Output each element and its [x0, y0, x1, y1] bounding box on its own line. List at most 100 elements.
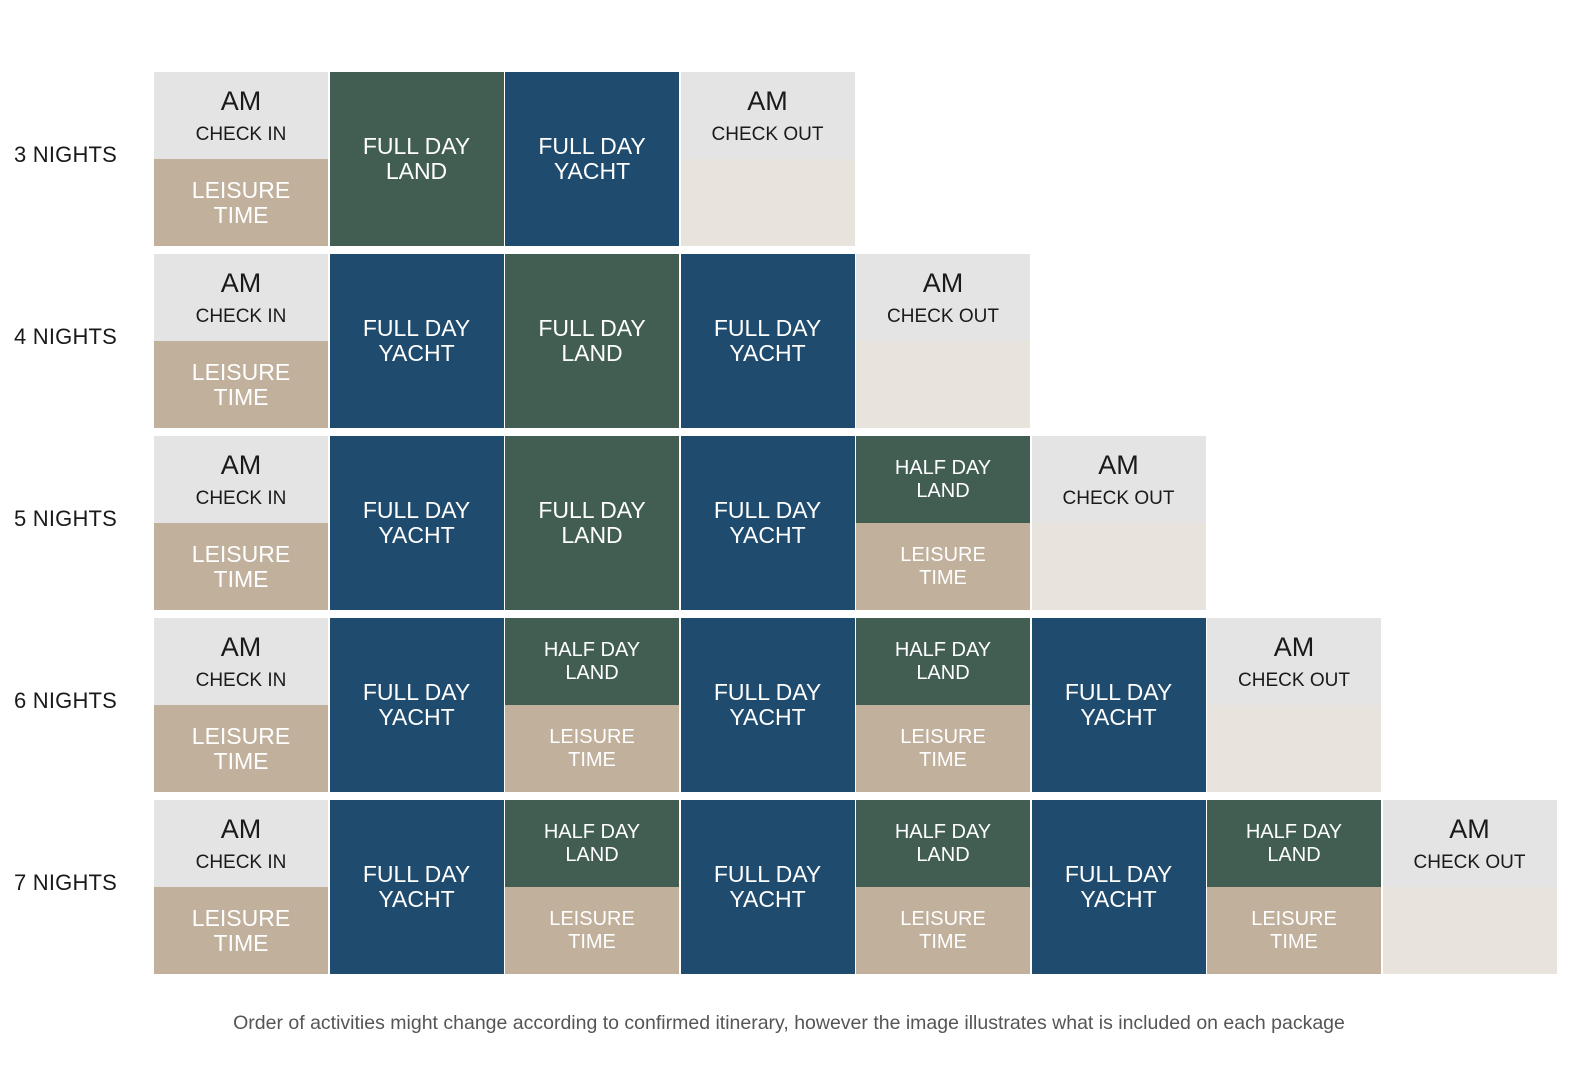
leisure-time-label: TIME: [919, 566, 967, 589]
full-day-yacht-label: FULL DAY: [1064, 679, 1173, 705]
check-out-label: CHECK OUT: [1062, 487, 1175, 509]
leisure-time-label: TIME: [1270, 930, 1318, 953]
caption: Order of activities might change accordi…: [233, 1012, 1345, 1034]
leisure-time-block: LEISURE TIME: [154, 705, 328, 792]
leisure-time-block: LEISURE TIME: [154, 523, 328, 610]
leisure-time-label: TIME: [213, 383, 269, 410]
check-out-block: AM CHECK OUT: [1382, 800, 1557, 887]
package-label: 4 NIGHTS: [14, 324, 118, 349]
leisure-time-block: LEISURE TIME: [856, 887, 1030, 974]
leisure-time-label: LEISURE: [191, 176, 291, 203]
full-day-yacht-label: YACHT: [553, 158, 631, 184]
am-label: AM: [220, 631, 262, 662]
full-day-land-block: FULL DAY LAND: [505, 436, 679, 610]
half-day-land-label: LAND: [565, 843, 619, 866]
full-day-land-label: FULL DAY: [538, 497, 646, 523]
leisure-time-block: LEISURE TIME: [154, 887, 328, 974]
full-day-yacht-label: YACHT: [729, 704, 806, 730]
full-day-land-block: FULL DAY LAND: [505, 254, 679, 428]
empty-block: [1207, 705, 1381, 792]
empty-block: [856, 341, 1030, 428]
full-day-yacht-label: FULL DAY: [713, 679, 822, 705]
empty-block: [680, 159, 855, 246]
full-day-yacht-label: YACHT: [378, 340, 455, 366]
full-day-yacht-block: FULL DAY YACHT: [505, 72, 679, 246]
am-label: AM: [922, 267, 964, 298]
day-full-yacht: FULL DAY YACHT: [680, 618, 855, 792]
half-day-land-label: HALF DAY: [894, 456, 992, 479]
full-day-yacht-label: YACHT: [729, 522, 806, 548]
half-day-land-label: LAND: [916, 843, 970, 866]
full-day-yacht-block: FULL DAY YACHT: [680, 800, 855, 974]
day-full-land: FULL DAY LAND: [505, 254, 679, 428]
full-day-yacht-label: FULL DAY: [1064, 861, 1173, 887]
check-out-label: CHECK OUT: [711, 123, 824, 145]
leisure-time-label: LEISURE: [549, 725, 635, 748]
check-in-label: CHECK IN: [195, 123, 287, 145]
half-day-land-block: HALF DAY LAND: [856, 800, 1030, 887]
package-label: 6 NIGHTS: [14, 688, 118, 713]
full-day-yacht-label: YACHT: [1080, 886, 1157, 912]
am-label: AM: [220, 449, 262, 480]
full-day-yacht-label: FULL DAY: [538, 133, 646, 159]
check-in-label: CHECK IN: [195, 851, 287, 873]
leisure-time-label: TIME: [213, 747, 269, 774]
day-full-yacht: FULL DAY YACHT: [329, 436, 504, 610]
full-day-land-label: FULL DAY: [362, 133, 471, 159]
leisure-time-label: LEISURE: [900, 725, 986, 748]
day-half-land: HALF DAY LAND LEISURE TIME: [856, 618, 1030, 792]
leisure-time-label: TIME: [213, 565, 269, 592]
leisure-time-block: LEISURE TIME: [154, 341, 328, 428]
leisure-time-block: LEISURE TIME: [856, 705, 1030, 792]
full-day-yacht-label: YACHT: [378, 886, 455, 912]
day-full-yacht: FULL DAY YACHT: [680, 436, 855, 610]
empty-block: [1031, 523, 1206, 610]
half-day-land-label: LAND: [916, 661, 970, 684]
half-day-land-label: HALF DAY: [894, 638, 992, 661]
half-day-land-label: HALF DAY: [894, 820, 992, 843]
leisure-time-block: LEISURE TIME: [505, 887, 679, 974]
leisure-time-label: TIME: [213, 201, 269, 228]
full-day-yacht-label: YACHT: [729, 340, 806, 366]
check-in-block: AM CHECK IN: [154, 800, 328, 887]
full-day-yacht-block: FULL DAY YACHT: [329, 618, 504, 792]
half-day-land-label: LAND: [565, 661, 619, 684]
check-in-label: CHECK IN: [195, 669, 287, 691]
half-day-land-label: LAND: [1267, 843, 1321, 866]
check-in-block: AM CHECK IN: [154, 618, 328, 705]
full-day-yacht-block: FULL DAY YACHT: [329, 436, 504, 610]
day-full-yacht: FULL DAY YACHT: [1031, 800, 1206, 974]
day-checkout: AM CHECK OUT: [1031, 436, 1206, 610]
check-out-label: CHECK OUT: [1413, 851, 1526, 873]
full-day-yacht-label: FULL DAY: [713, 315, 822, 341]
day-half-land: HALF DAY LAND LEISURE TIME: [1207, 800, 1381, 974]
full-day-yacht-block: FULL DAY YACHT: [329, 800, 504, 974]
check-in-block: AM CHECK IN: [154, 436, 328, 523]
check-in-label: CHECK IN: [195, 305, 287, 327]
full-day-yacht-block: FULL DAY YACHT: [1031, 618, 1206, 792]
day-half-land: HALF DAY LAND LEISURE TIME: [505, 800, 679, 974]
leisure-time-label: LEISURE: [900, 907, 986, 930]
full-day-yacht-block: FULL DAY YACHT: [680, 254, 855, 428]
check-in-block: AM CHECK IN: [154, 72, 328, 159]
itinerary-grid: 3 NIGHTS AM CHECK IN LEISURE TIME FULL DAY LAN…: [14, 72, 1557, 974]
leisure-time-label: TIME: [919, 748, 967, 771]
leisure-time-block: LEISURE TIME: [154, 159, 328, 246]
half-day-land-block: HALF DAY LAND: [505, 800, 679, 887]
full-day-yacht-label: YACHT: [378, 522, 455, 548]
check-out-block: AM CHECK OUT: [680, 72, 855, 159]
full-day-land-label: LAND: [561, 522, 623, 548]
day-full-yacht: FULL DAY YACHT: [329, 254, 504, 428]
full-day-land-label: LAND: [561, 340, 623, 366]
leisure-time-label: LEISURE: [900, 543, 986, 566]
full-day-land-label: LAND: [385, 158, 448, 184]
check-out-block: AM CHECK OUT: [1207, 618, 1381, 705]
full-day-yacht-block: FULL DAY YACHT: [329, 254, 504, 428]
half-day-land-label: HALF DAY: [543, 820, 641, 843]
check-out-block: AM CHECK OUT: [1031, 436, 1206, 523]
leisure-time-block: LEISURE TIME: [856, 523, 1030, 610]
leisure-time-label: LEISURE: [1251, 907, 1337, 930]
leisure-time-block: LEISURE TIME: [1207, 887, 1381, 974]
package-label: 5 NIGHTS: [14, 506, 118, 531]
day-checkin: AM CHECK IN LEISURE TIME: [154, 254, 328, 428]
